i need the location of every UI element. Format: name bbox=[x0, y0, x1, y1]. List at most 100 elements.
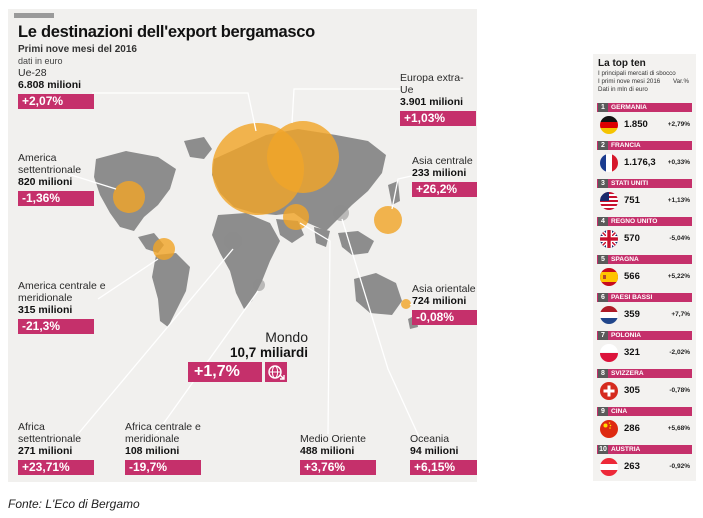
world-map bbox=[67, 88, 421, 440]
row-header-bar bbox=[597, 179, 692, 188]
topten-row: 5 SPAGNA 566 +5,22% bbox=[597, 255, 692, 292]
row-value: 751 bbox=[624, 195, 640, 206]
region-variation: -21,3% bbox=[18, 319, 94, 334]
row-header-bar bbox=[597, 255, 692, 264]
world-total: Mondo 10,7 miliardi +1,7% bbox=[188, 329, 308, 382]
region-name: Africa settentrionale bbox=[18, 421, 82, 445]
row-country: SVIZZERA bbox=[611, 370, 644, 377]
source-caption: Fonte: L'Eco di Bergamo bbox=[8, 497, 140, 511]
region-asia-centrale: Asia centrale 233 milioni +26,2% bbox=[412, 155, 477, 198]
row-rank: 9 bbox=[598, 407, 608, 416]
row-rank: 5 bbox=[598, 255, 608, 264]
topten-var-header: Var.% bbox=[673, 78, 690, 85]
france-flag-icon bbox=[600, 154, 618, 172]
region-variation: +26,2% bbox=[412, 182, 477, 197]
region-value: 94 milioni bbox=[410, 445, 459, 457]
region-value: 3.901 milioni bbox=[400, 96, 464, 108]
topten-period: I primi nove mesi 2016 bbox=[598, 78, 661, 85]
row-value: 321 bbox=[624, 347, 640, 358]
spain-flag-icon bbox=[600, 268, 618, 286]
row-value: 570 bbox=[624, 233, 640, 244]
topten-row: 4 REGNO UNITO 570 -5,04% bbox=[597, 217, 692, 254]
region-america-centrale: America centrale e meridionale 315 milio… bbox=[18, 280, 114, 335]
region-name: Europa extra-Ue bbox=[400, 72, 464, 96]
region-value: 233 milioni bbox=[412, 167, 467, 179]
row-value: 286 bbox=[624, 423, 640, 434]
row-value: 359 bbox=[624, 309, 640, 320]
row-country: AUSTRIA bbox=[611, 446, 641, 453]
topten-row: 3 STATI UNITI 751 +1,13% bbox=[597, 179, 692, 216]
infographic-title: Le destinazioni dell'export bergamasco bbox=[18, 23, 315, 41]
row-variation: +5,22% bbox=[667, 273, 690, 280]
region-variation: +6,15% bbox=[410, 460, 477, 475]
row-header-bar bbox=[597, 369, 692, 378]
region-value: 271 milioni bbox=[18, 445, 73, 457]
bubble-europa-extra-ue bbox=[267, 121, 339, 193]
world-variation: +1,7% bbox=[188, 362, 262, 382]
region-value: 488 milioni bbox=[300, 445, 355, 457]
row-rank: 6 bbox=[598, 293, 608, 302]
region-asia-orientale: Asia orientale 724 milioni -0,08% bbox=[412, 283, 477, 326]
region-variation: +2,07% bbox=[18, 94, 94, 109]
region-medio-oriente: Medio Oriente 488 milioni +3,76% bbox=[300, 433, 376, 476]
region-name: Ue-28 bbox=[18, 67, 47, 79]
bubble-centro-africa bbox=[253, 279, 265, 291]
poland-flag-icon bbox=[600, 344, 618, 362]
region-africa-centrale: Africa centrale e meridionale 108 milion… bbox=[125, 421, 215, 476]
row-variation: -0,92% bbox=[669, 463, 690, 470]
row-rank: 1 bbox=[598, 103, 608, 112]
region-variation: -19,7% bbox=[125, 460, 201, 475]
world-value: 10,7 miliardi bbox=[229, 345, 308, 360]
row-country: POLONIA bbox=[611, 332, 642, 339]
bubble-centro-america bbox=[153, 238, 175, 260]
row-variation: -2,02% bbox=[669, 349, 690, 356]
row-rank: 2 bbox=[598, 141, 608, 150]
region-variation: -0,08% bbox=[412, 310, 477, 325]
region-name: America centrale e meridionale bbox=[18, 280, 106, 304]
region-value: 108 milioni bbox=[125, 445, 180, 457]
export-infographic: Le destinazioni dell'export bergamasco P… bbox=[8, 9, 477, 482]
row-country: SPAGNA bbox=[611, 256, 639, 263]
row-country: STATI UNITI bbox=[611, 180, 649, 187]
topten-unit: Dati in mln di euro bbox=[598, 86, 648, 93]
infographic-unit: dati in euro bbox=[18, 56, 63, 66]
topten-row: 6 PAESI BASSI 359 +7,7% bbox=[597, 293, 692, 330]
topten-title: La top ten bbox=[598, 58, 646, 69]
topten-row: 10 AUSTRIA 263 -0,92% bbox=[597, 445, 692, 481]
region-name: Medio Oriente bbox=[300, 433, 366, 445]
usa-flag-icon bbox=[600, 192, 618, 210]
row-value: 1.176,3 bbox=[624, 157, 656, 168]
row-rank: 3 bbox=[598, 179, 608, 188]
region-value: 315 milioni bbox=[18, 304, 73, 316]
row-country: REGNO UNITO bbox=[611, 218, 658, 225]
row-variation: +0,33% bbox=[667, 159, 690, 166]
region-variation: +23,71% bbox=[18, 460, 94, 475]
top-ten-panel: La top ten I principali mercati di sbocc… bbox=[593, 54, 696, 481]
row-header-bar bbox=[597, 331, 692, 340]
row-variation: +7,7% bbox=[671, 311, 690, 318]
row-value: 1.850 bbox=[624, 119, 648, 130]
region-name: Oceania bbox=[410, 433, 450, 445]
topten-subtitle: I principali mercati di sbocco bbox=[598, 70, 676, 77]
row-variation: -5,04% bbox=[669, 235, 690, 242]
row-header-bar bbox=[597, 407, 692, 416]
row-header-bar bbox=[597, 103, 692, 112]
bubble-nord-america bbox=[113, 181, 145, 213]
topten-row: 7 POLONIA 321 -2,02% bbox=[597, 331, 692, 368]
region-variation: -1,36% bbox=[18, 191, 94, 206]
china-flag-icon bbox=[600, 420, 618, 438]
row-rank: 7 bbox=[598, 331, 608, 340]
topten-row: 1 GERMANIA 1.850 +2,79% bbox=[597, 103, 692, 140]
row-country: GERMANIA bbox=[611, 104, 647, 111]
topten-row: 9 CINA 286 +5,68% bbox=[597, 407, 692, 444]
world-label: Mondo bbox=[265, 329, 308, 345]
topten-row: 8 SVIZZERA 305 -0,78% bbox=[597, 369, 692, 406]
region-america-settentrionale: America settentrionale 820 milioni -1,36… bbox=[18, 152, 98, 207]
row-variation: +2,79% bbox=[667, 121, 690, 128]
row-country: FRANCIA bbox=[611, 142, 641, 149]
region-name: Africa centrale e meridionale bbox=[125, 421, 201, 445]
bubble-medio-oriente bbox=[283, 204, 309, 230]
row-value: 566 bbox=[624, 271, 640, 282]
region-value: 724 milioni bbox=[412, 295, 467, 307]
row-rank: 8 bbox=[598, 369, 608, 378]
